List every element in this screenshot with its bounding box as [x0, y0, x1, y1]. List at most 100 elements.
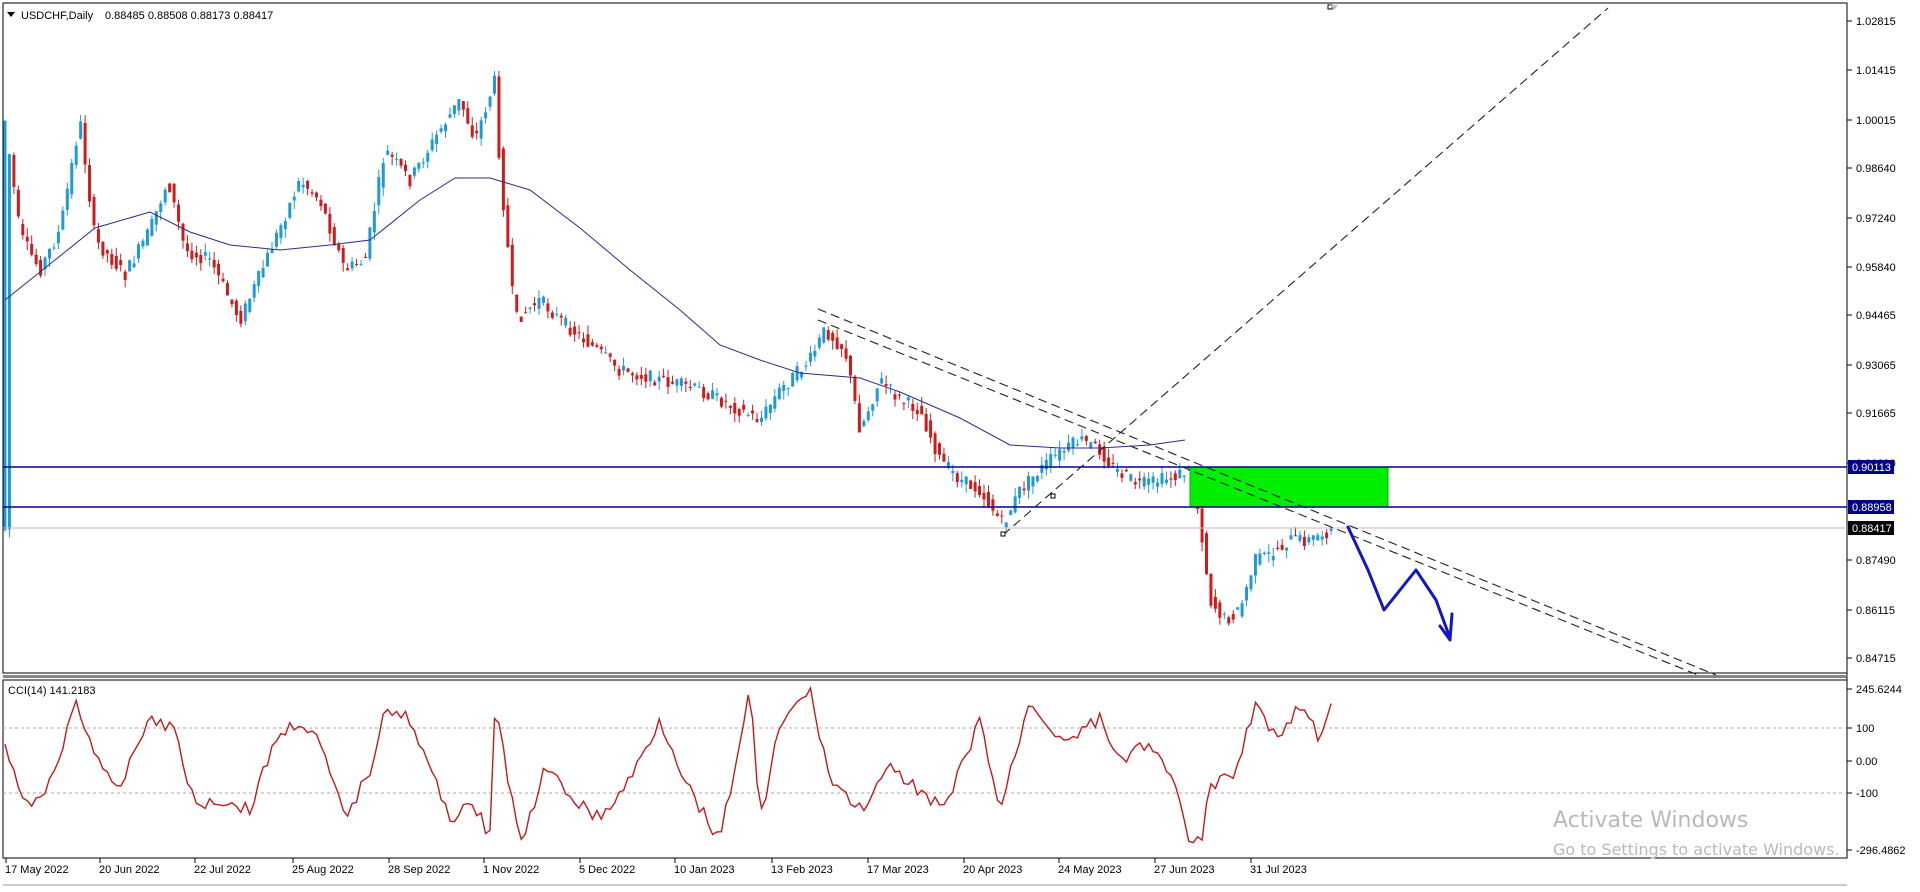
candle-body: [145, 229, 149, 246]
candle-body: [185, 243, 189, 251]
candle-body: [1044, 460, 1048, 470]
candle-body: [626, 368, 630, 372]
candle-body: [306, 180, 310, 189]
candle-body: [1142, 477, 1146, 487]
candle-body: [1022, 488, 1026, 491]
candle-body: [141, 240, 145, 247]
candle-body: [417, 162, 421, 169]
candle-body: [1262, 552, 1266, 554]
candle-body: [791, 372, 795, 387]
candle-body: [857, 403, 861, 433]
candle-body: [711, 390, 715, 399]
candle-body: [1124, 469, 1128, 472]
chart-menu-triangle-icon[interactable]: [7, 12, 15, 17]
ascending-trendline[interactable]: [1002, 7, 1609, 536]
candle-body: [56, 231, 60, 244]
candle-body: [648, 370, 652, 382]
candle-body: [61, 210, 65, 230]
cci-panel: CCI(14) 141.2183: [3, 685, 1847, 844]
candle-body: [1049, 454, 1053, 467]
price-tick-label: 0.86115: [1856, 605, 1895, 617]
candle-body: [644, 374, 648, 382]
candle-body: [372, 210, 376, 233]
candle-body: [96, 229, 100, 243]
candle-body: [1120, 473, 1124, 478]
projection-arrow[interactable]: [1346, 525, 1454, 642]
candle-body: [337, 243, 341, 251]
candle-body: [622, 365, 626, 371]
candle-body: [519, 316, 523, 323]
candle-body: [693, 383, 697, 386]
anchor-marker[interactable]: [1000, 531, 1006, 537]
candle-body: [684, 381, 688, 384]
candle-body: [1245, 587, 1249, 601]
candle-body: [653, 382, 657, 386]
price-axis[interactable]: 1.02815 1.01415 1.00015 0.98640 0.97240 0.958…: [1847, 16, 1896, 665]
candle-body: [221, 278, 225, 282]
candle-body: [608, 353, 612, 357]
candle-body: [960, 479, 964, 483]
price-tick-label: 1.02815: [1856, 16, 1896, 28]
symbol-label: USDCHF,Daily: [21, 10, 94, 22]
candle-body: [154, 211, 158, 225]
candle-body: [666, 377, 670, 387]
candle-body: [194, 252, 198, 258]
candle-body: [110, 253, 114, 265]
candle-body: [1320, 536, 1324, 540]
candle-body: [702, 387, 706, 399]
candle-body: [986, 491, 990, 507]
candle-body: [390, 154, 394, 157]
candle-body: [742, 404, 746, 410]
candle-body: [274, 232, 278, 247]
candle-body: [457, 99, 461, 111]
candle-body: [995, 513, 999, 516]
anchor-marker[interactable]: [1050, 493, 1056, 499]
candle-body: [137, 244, 140, 259]
candle-body: [377, 177, 381, 206]
candle-body: [39, 259, 43, 276]
candle-body: [123, 271, 127, 280]
candle-body: [261, 268, 265, 278]
candle-body: [804, 365, 808, 367]
scroll-shift-marker-icon[interactable]: [1330, 5, 1338, 10]
candle-body: [297, 181, 301, 192]
time-tick-label: 31 Jul 2023: [1250, 864, 1307, 876]
candle-body: [34, 254, 38, 264]
candle-body: [1013, 496, 1017, 513]
price-tick-label: 0.97240: [1856, 213, 1896, 225]
candle-body: [795, 366, 799, 381]
candle-body: [1258, 553, 1262, 565]
candle-body: [1227, 617, 1231, 624]
cci-axis[interactable]: 245.6244 100 0.00 -100 -296.4862: [1847, 684, 1906, 857]
candle-body: [30, 243, 34, 255]
time-tick-label: 1 Nov 2022: [483, 864, 539, 876]
candle-body: [955, 473, 959, 483]
candle-body: [1133, 482, 1137, 485]
candle-body: [1009, 510, 1013, 515]
candle-body: [386, 150, 390, 155]
candle-body: [889, 384, 893, 386]
candle-body: [292, 196, 296, 201]
time-axis[interactable]: 17 May 2022 20 Jun 2022 22 Jul 2022 25 Aug …: [5, 858, 1307, 876]
candle-body: [70, 162, 74, 195]
candle-body: [1075, 444, 1079, 446]
candle-body: [350, 261, 354, 269]
candle-body: [1018, 486, 1022, 498]
candle-body: [844, 348, 848, 359]
time-tick-label: 28 Sep 2022: [388, 864, 450, 876]
candle-body: [555, 313, 559, 315]
candle-body: [969, 480, 973, 489]
candle-body: [590, 342, 594, 346]
time-tick-label: 17 May 2022: [5, 864, 69, 876]
candle-body: [257, 270, 261, 287]
candle-body: [1173, 473, 1177, 481]
current-price-tag: [1848, 521, 1894, 535]
trendlines[interactable]: [817, 7, 1717, 676]
descending-channel-upper-line[interactable]: [817, 308, 1717, 676]
descending-channel-lower-line[interactable]: [817, 319, 1699, 676]
time-tick-label: 25 Aug 2022: [292, 864, 354, 876]
candle-body: [1240, 603, 1244, 617]
candle-body: [991, 499, 995, 511]
